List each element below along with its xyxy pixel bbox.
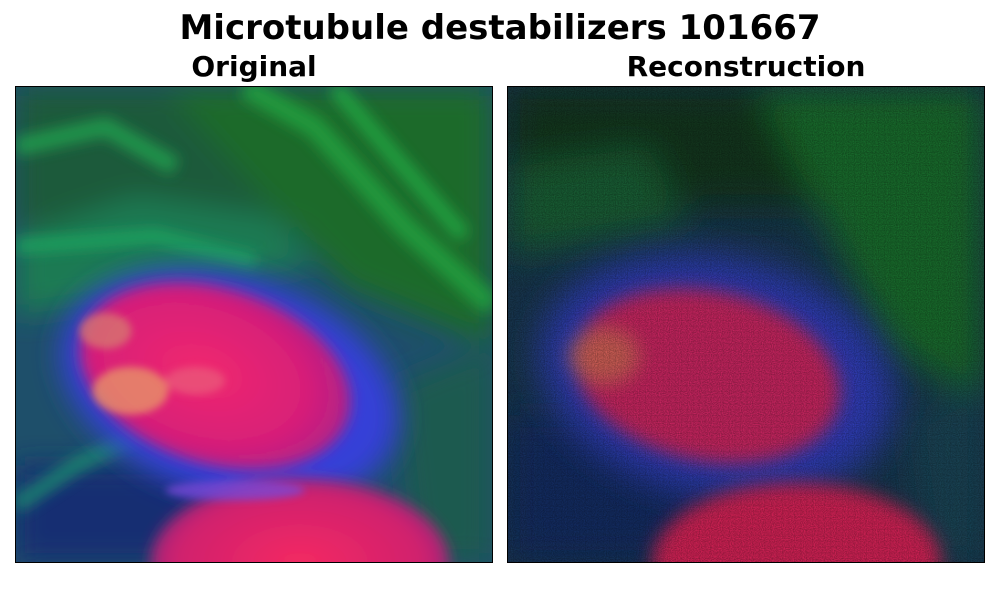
figure-title: Microtubule destabilizers 101667 xyxy=(179,8,821,48)
panel-title-reconstruction: Reconstruction xyxy=(626,50,866,83)
reconstruction-micrograph xyxy=(508,87,984,562)
original-image xyxy=(15,86,493,563)
reconstruction-image xyxy=(507,86,985,563)
panel-title-original: Original xyxy=(191,50,317,83)
original-micrograph xyxy=(16,87,492,562)
